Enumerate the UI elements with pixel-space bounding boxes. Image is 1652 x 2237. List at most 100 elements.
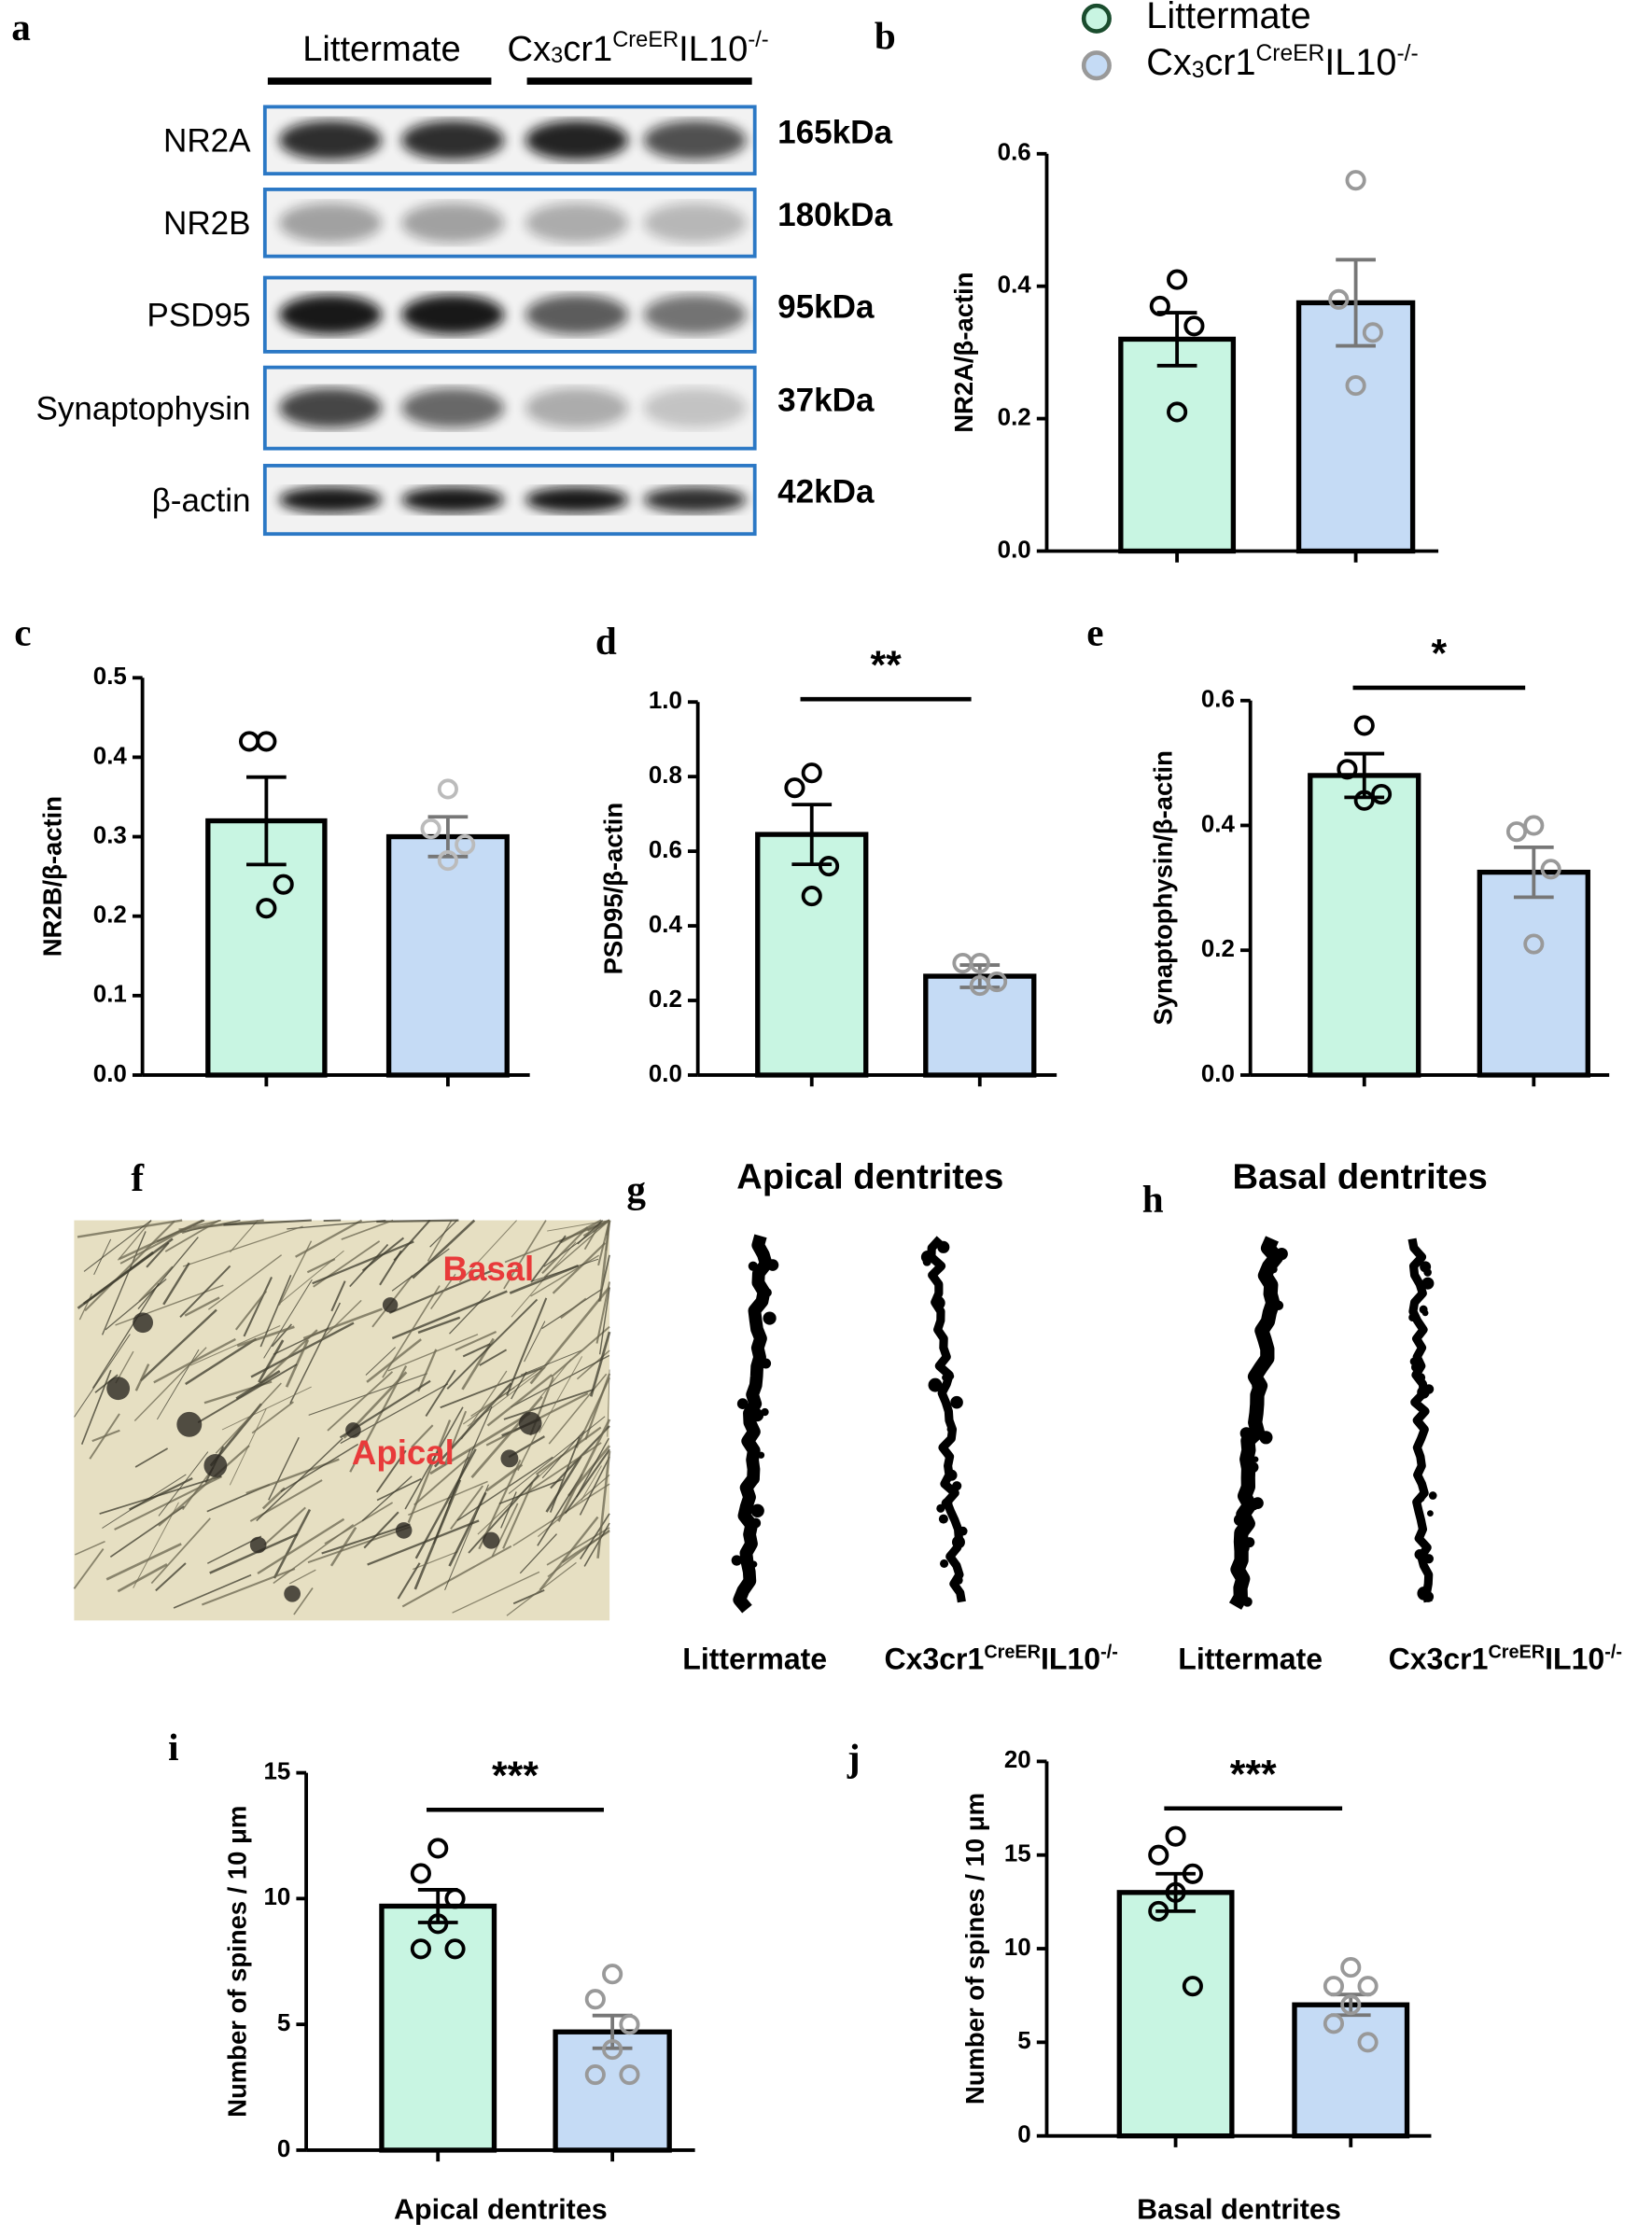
neurite — [138, 1265, 174, 1303]
neurite — [133, 1502, 179, 1588]
data-point — [437, 850, 458, 872]
spine — [766, 1259, 779, 1271]
spine — [1427, 1510, 1434, 1517]
panel-letter: g — [626, 1167, 646, 1210]
neurite — [287, 1219, 386, 1230]
neurite — [462, 1365, 544, 1425]
neurite — [223, 1219, 312, 1226]
neurite — [552, 1242, 607, 1294]
neurite — [597, 1220, 611, 1266]
data-point — [256, 898, 277, 919]
data-point — [256, 731, 277, 752]
y-tick-label: 0.4 — [93, 743, 128, 769]
spine — [922, 1257, 931, 1266]
spine — [951, 1535, 965, 1549]
neurite — [158, 1445, 250, 1527]
y-tick-label: 0.3 — [93, 822, 127, 848]
neurite — [504, 1233, 579, 1264]
neurite — [321, 1523, 411, 1555]
neurite — [512, 1589, 545, 1605]
data-point — [444, 1888, 466, 1909]
soma — [395, 1522, 413, 1539]
bar — [1308, 773, 1421, 1078]
text-part: -/- — [1604, 1643, 1622, 1663]
neurite — [150, 1517, 211, 1585]
text-part: -/- — [1396, 41, 1418, 66]
blot-band — [401, 294, 505, 335]
micrograph-strokes — [73, 1219, 611, 1616]
neurite — [541, 1226, 589, 1275]
neurite — [449, 1290, 491, 1335]
spine — [1269, 1265, 1278, 1274]
data-point — [1323, 1976, 1345, 1997]
y-axis-label: Number of spines / 10 μm — [960, 1793, 989, 2104]
spine — [928, 1377, 943, 1392]
neurite — [259, 1329, 318, 1384]
spine — [1252, 1497, 1264, 1510]
neurite — [407, 1419, 452, 1524]
spine — [1419, 1305, 1428, 1314]
neurite — [329, 1526, 357, 1567]
panel-letter: j — [847, 1736, 861, 1779]
text-part: CreER — [1256, 41, 1325, 66]
data-point — [602, 2039, 623, 2061]
bar — [1116, 1890, 1235, 2139]
neurite — [595, 1281, 611, 1344]
spine — [731, 1555, 743, 1566]
spine — [936, 1503, 945, 1513]
bar — [385, 833, 510, 1078]
neurite — [529, 1286, 611, 1385]
bar — [755, 832, 869, 1078]
y-tick-label: 0.6 — [649, 837, 682, 863]
y-tick-label: 10 — [1004, 1935, 1031, 1961]
neurite — [547, 1220, 610, 1232]
neurite — [535, 1426, 602, 1475]
blot-band — [525, 294, 628, 335]
legend-marker — [1081, 50, 1112, 81]
neurite — [365, 1347, 397, 1376]
neurite — [207, 1254, 283, 1310]
neurite — [243, 1277, 273, 1337]
neurite — [251, 1401, 294, 1434]
data-point — [1165, 1825, 1186, 1847]
neurite — [230, 1220, 259, 1253]
spine — [950, 1395, 963, 1409]
spine — [945, 1469, 958, 1481]
data-point — [1523, 933, 1545, 955]
spine — [750, 1408, 764, 1422]
panel-letter: h — [1142, 1178, 1164, 1221]
y-tick-label: 0.4 — [998, 273, 1032, 299]
panel-letter: i — [168, 1726, 178, 1769]
neurite — [221, 1386, 312, 1431]
blot-size-label: 42kDa — [777, 474, 875, 510]
neurite — [545, 1455, 582, 1513]
neurite — [280, 1250, 344, 1304]
spine — [1239, 1427, 1253, 1440]
neurite — [259, 1274, 292, 1348]
neurite — [546, 1527, 610, 1566]
panel-letter: c — [14, 610, 31, 653]
spine — [947, 1373, 955, 1380]
neurite — [257, 1517, 345, 1575]
rich-text: Littermate — [1146, 0, 1310, 36]
y-tick-label: 0.1 — [93, 982, 127, 1008]
spine — [1422, 1591, 1435, 1602]
neurite — [509, 1264, 580, 1294]
data-point — [410, 1863, 431, 1884]
blot-band — [401, 119, 505, 161]
data-point — [1362, 322, 1383, 343]
neurite — [548, 1373, 608, 1445]
neurite — [456, 1456, 553, 1521]
blot-band — [643, 294, 747, 335]
neurite — [192, 1219, 221, 1228]
neurite — [413, 1456, 470, 1506]
neurite — [139, 1308, 217, 1382]
neurite — [549, 1436, 581, 1513]
neurite — [503, 1220, 547, 1290]
spine — [761, 1407, 769, 1417]
dendrite — [1407, 1237, 1434, 1603]
data-point — [1505, 821, 1528, 843]
neurite — [462, 1343, 491, 1358]
neurite — [448, 1405, 493, 1504]
spine — [761, 1358, 772, 1369]
